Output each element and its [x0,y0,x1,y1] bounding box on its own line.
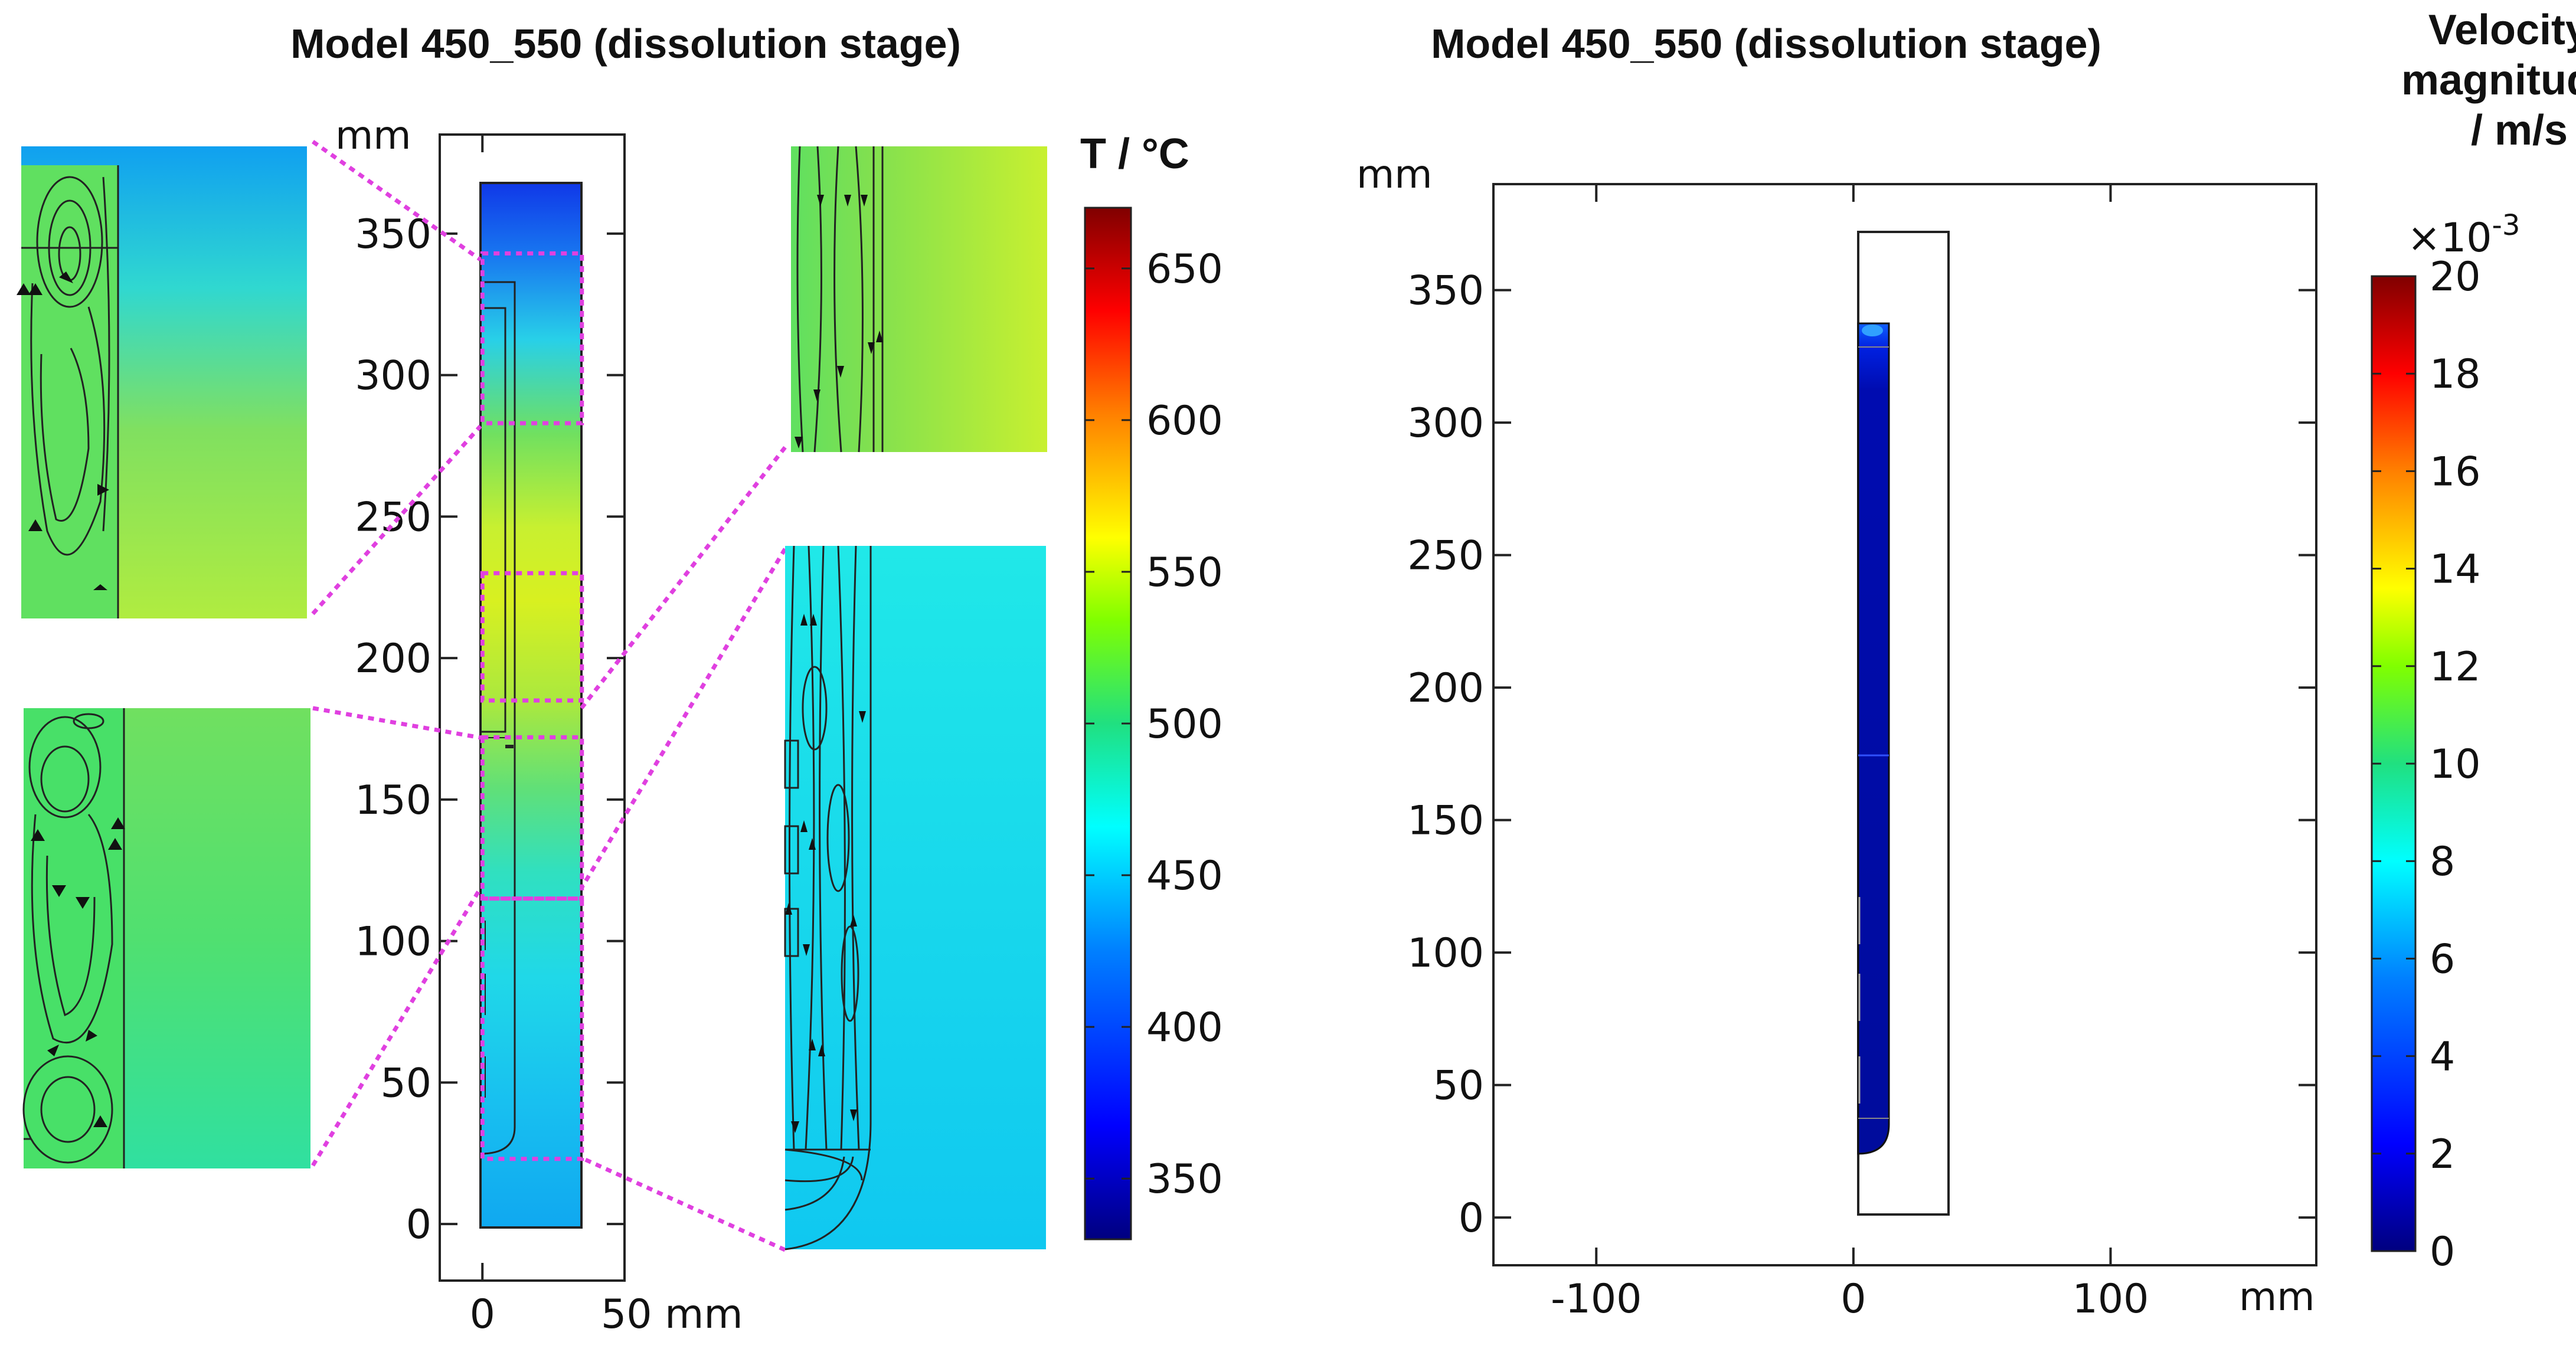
right-y-tick-label: 300 [1407,400,1484,447]
left-x-tick-label: 50 mm [601,1291,743,1338]
zoom-box [480,735,584,901]
right-x-tick-label: -100 [1551,1276,1642,1322]
left-domain [479,182,583,1229]
zoom-connectors [311,140,787,1252]
right-axes: 0 50 100 150 200 250 300 350 -100 0 100 mm mm [1356,152,2317,1322]
left-y-tick-label: 50 [380,1060,431,1107]
zoom-box [480,896,584,1161]
velocity-colorbar-tick-label: 12 [2430,644,2481,690]
velocity-colorbar: Velocity magnitude / m/s ×10-3 0 2 4 6 8 10 12… [2371,6,2576,1275]
velocity-colorbar-tick-label: 0 [2430,1229,2455,1275]
temperature-colorbar-title: T / °C [1080,130,1189,178]
velocity-colorbar-tick-label: 16 [2430,449,2481,495]
left-y-tick-label: 0 [406,1202,431,1248]
right-x-unit: mm [2239,1274,2315,1320]
velocity-colorbar-tick-label: 14 [2430,546,2481,593]
right-panel-title: Model 450_550 (dissolution stage) [1431,21,2101,67]
right-y-tick-label: 50 [1433,1063,1484,1109]
inset-bottom-right [784,545,1046,1250]
velocity-colorbar-multiplier: ×10-3 [2407,209,2520,261]
inner-liner-outline [479,307,506,733]
right-y-unit: mm [1356,152,1433,197]
temperature-colorbar-tick-label: 550 [1146,549,1223,596]
zoom-box [480,251,584,425]
left-panel-title: Model 450_550 (dissolution stage) [290,21,961,67]
left-y-unit: mm [335,113,411,158]
right-y-tick-label: 100 [1407,930,1484,977]
left-axes: 0 50 100 150 200 250 300 350 0 50 mm mm [335,113,743,1338]
temperature-colorbar: T / °C 350 400 450 500 550 600 650 [1080,130,1223,1240]
right-x-tick-label: 0 [1841,1276,1866,1322]
right-domain [1857,231,1950,1216]
temperature-colorbar-tick-label: 600 [1146,398,1223,444]
right-x-tick-label: 100 [2072,1276,2149,1322]
velocity-colorbar-title-line1: Velocity [2428,6,2576,54]
right-y-tick-label: 350 [1407,268,1484,315]
velocity-colorbar-tick-label: 18 [2430,351,2481,398]
right-y-tick-label: 250 [1407,533,1484,580]
velocity-colorbar-title-line2: magnitude [2401,57,2576,104]
inset-top-right [791,146,1047,453]
left-y-tick-label: 300 [355,353,431,400]
temperature-colorbar-tick-label: 650 [1146,246,1223,293]
temperature-colorbar-tick-label: 350 [1146,1156,1223,1203]
inset-top-left [17,146,307,618]
left-y-tick-label: 350 [355,211,431,258]
temperature-colorbar-tick-label: 400 [1146,1004,1223,1051]
temperature-colorbar-tick-label: 500 [1146,701,1223,748]
velocity-colorbar-tick-label: 4 [2430,1034,2455,1081]
velocity-field [1857,322,1890,1155]
left-y-tick-label: 250 [355,494,431,541]
left-y-tick-label: 150 [355,777,431,824]
inset-bottom-left [22,708,310,1168]
left-y-tick-label: 100 [355,919,431,965]
right-y-tick-label: 200 [1407,665,1484,712]
right-y-tick-label: 150 [1407,798,1484,844]
left-y-tick-label: 200 [355,636,431,682]
velocity-colorbar-tick-label: 20 [2430,254,2481,300]
velocity-colorbar-tick-label: 10 [2430,741,2481,788]
temperature-colorbar-tick-label: 450 [1146,853,1223,899]
velocity-colorbar-tick-label: 8 [2430,839,2455,885]
zoom-box [480,571,584,703]
left-x-tick-label: 0 [470,1291,495,1338]
inner-tube-outline [480,281,516,1155]
velocity-colorbar-title-line3: / m/s [2471,107,2568,154]
temperature-field [479,182,583,1229]
zoom-boxes [480,251,584,1161]
right-y-tick-label: 0 [1459,1195,1484,1242]
velocity-colorbar-tick-label: 6 [2430,936,2455,983]
velocity-colorbar-tick-label: 2 [2430,1131,2455,1178]
